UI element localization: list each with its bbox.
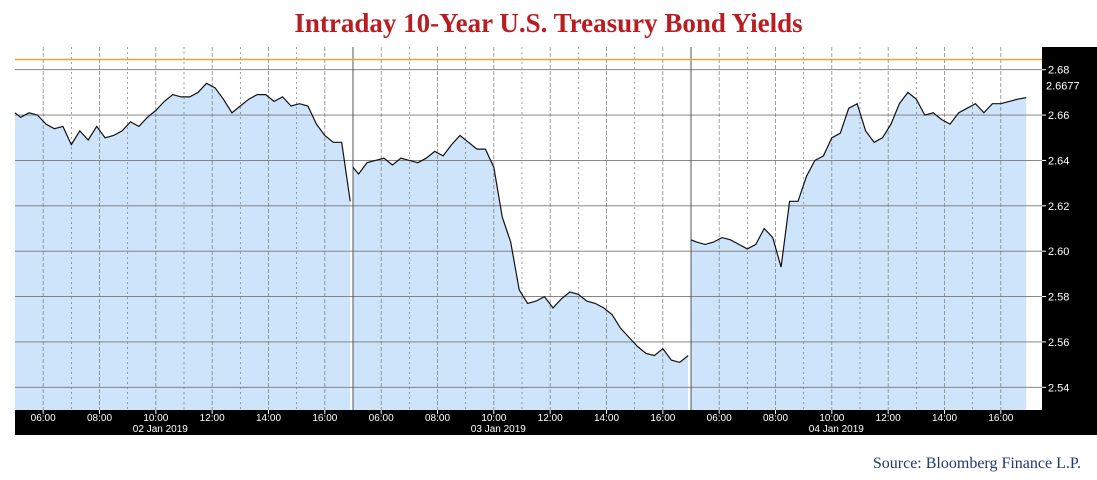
y-tick-label: 2.56: [1048, 337, 1069, 349]
last-value-label: 2.6677: [1046, 81, 1080, 93]
x-tick-label: 14:00: [594, 413, 619, 424]
x-tick-label: 08:00: [763, 413, 788, 424]
x-tick-label: 16:00: [650, 413, 675, 424]
x-tick-label: 14:00: [256, 413, 281, 424]
x-tick-label: 16:00: [312, 413, 337, 424]
y-tick-label: 2.64: [1048, 155, 1069, 167]
x-tick-label: 16:00: [988, 413, 1013, 424]
grid-lines: [15, 47, 1042, 435]
x-tick-label: 12:00: [876, 413, 901, 424]
y-tick-label: 2.62: [1048, 201, 1069, 213]
y-tick-label: 2.66: [1048, 110, 1069, 122]
x-tick-label: 06:00: [31, 413, 56, 424]
x-tick-label: 12:00: [538, 413, 563, 424]
y-tick-label: 2.58: [1048, 292, 1069, 304]
x-tick-label: 10:00: [481, 413, 506, 424]
x-tick-label: 10:00: [819, 413, 844, 424]
x-tick-label: 14:00: [932, 413, 957, 424]
x-tick-label: 12:00: [200, 413, 225, 424]
y-tick-label: 2.54: [1048, 382, 1069, 394]
day-label: 04 Jan 2019: [809, 424, 864, 435]
day-label: 03 Jan 2019: [471, 424, 526, 435]
y-axis-bar: [1042, 47, 1097, 435]
chart-title: Intraday 10-Year U.S. Treasury Bond Yiel…: [294, 8, 803, 38]
area-fill-session-1: [15, 83, 351, 411]
x-tick-label: 08:00: [425, 413, 450, 424]
x-axis: 06:00 08:00 10:00 12:00 14:00 16:00 02 Jan 201…: [31, 410, 1014, 435]
y-tick-label: 2.68: [1048, 65, 1069, 77]
price-line-session-2: [352, 134, 689, 364]
price-line-session-1: [14, 82, 351, 202]
x-tick-label: 06:00: [707, 413, 732, 424]
area-fill-session-2: [353, 135, 689, 410]
x-axis-bar: [15, 410, 1042, 435]
day-label: 02 Jan 2019: [133, 424, 188, 435]
x-tick-label: 06:00: [369, 413, 394, 424]
y-axis: 2.54 2.56 2.58 2.60 2.62 2.64 2.66 2.68 2.6677: [1042, 65, 1080, 394]
price-lines: [14, 82, 1027, 364]
source-note: Source: Bloomberg Finance L.P.: [872, 455, 1081, 472]
price-line-session-3: [690, 91, 1027, 268]
x-tick-label: 08:00: [87, 413, 112, 424]
x-tick-label: 10:00: [143, 413, 168, 424]
y-tick-label: 2.60: [1048, 246, 1069, 258]
